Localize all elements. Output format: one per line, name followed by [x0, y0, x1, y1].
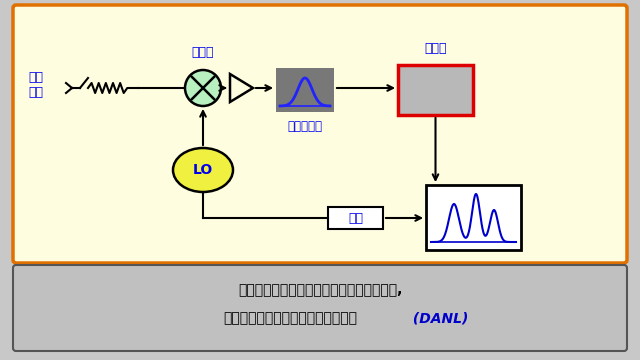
Text: 频谱仪内部混频器及各级放大器会产生噪声,: 频谱仪内部混频器及各级放大器会产生噪声,	[238, 283, 402, 297]
Circle shape	[185, 70, 221, 106]
Text: 输入
信号: 输入 信号	[29, 71, 44, 99]
Text: 混频器: 混频器	[192, 45, 214, 58]
Text: (DANL): (DANL)	[408, 311, 468, 325]
Bar	[276, 68, 334, 112]
Text: 通过检波器会反映为显示白噪声电平: 通过检波器会反映为显示白噪声电平	[223, 311, 357, 325]
Bar	[328, 207, 383, 229]
Bar	[398, 65, 473, 115]
FancyBboxPatch shape	[13, 5, 627, 263]
Text: 中频滤波器: 中频滤波器	[287, 120, 323, 132]
Text: LO: LO	[193, 163, 213, 177]
Text: 扫描: 扫描	[348, 211, 363, 225]
FancyBboxPatch shape	[13, 265, 627, 351]
Ellipse shape	[173, 148, 233, 192]
Bar	[426, 185, 521, 250]
Text: 检波器: 检波器	[424, 42, 447, 55]
